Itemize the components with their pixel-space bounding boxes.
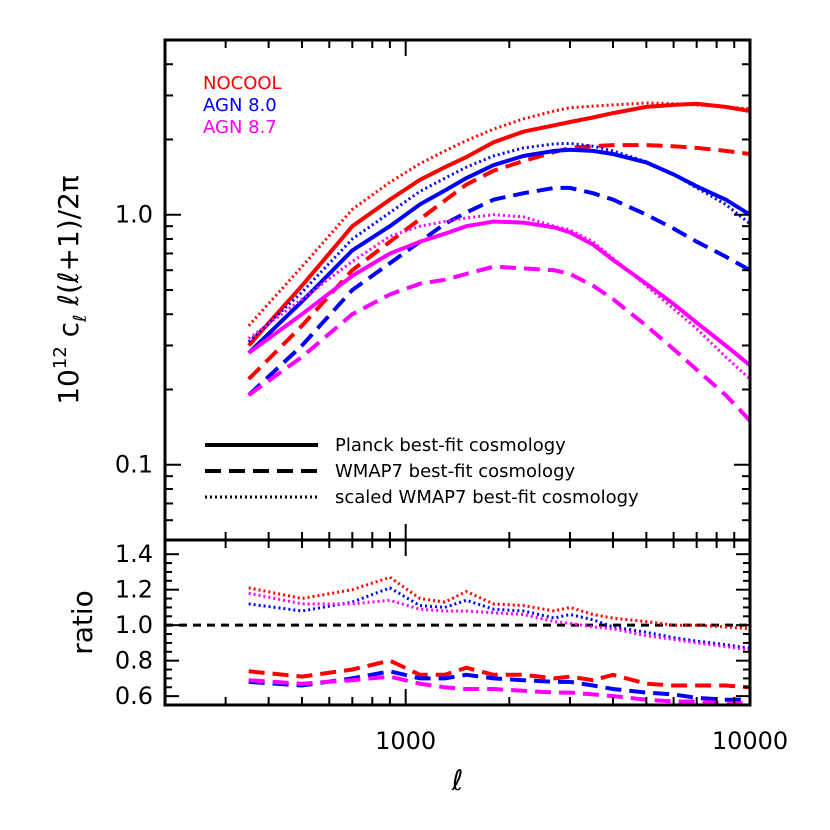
x-axis-title: ℓ [451,764,464,797]
model-legend-nocool: NOCOOL [203,73,282,94]
series-agn-8-7-dashed [247,264,750,423]
style-legend-label-dashed: WMAP7 best-fit cosmology [335,461,575,482]
axes [163,38,752,707]
ratio-agn-8-0-dashed [248,669,750,702]
top-panel-lines [247,101,750,423]
series-agn-8-0-dotted [247,141,750,343]
bottom-panel-frame [163,538,752,707]
bottom-y-axis-title: ratio [66,590,99,655]
x-tick-label: 1000 [375,727,436,755]
ratio-nocool-dotted [248,575,750,631]
series-agn-8-7-solid [247,219,750,367]
ratio-nocool-dashed [248,658,750,690]
ratio-agn-8-7-dotted [248,591,750,652]
x-tick-label: 10000 [712,727,788,755]
style-legend-label-solid: Planck best-fit cosmology [335,435,566,456]
ratio-agn-8-7-dashed [248,674,750,705]
series-nocool-dashed [247,143,750,381]
top-y-tick-label: 0.1 [115,451,153,479]
bottom-y-tick-label: 1.2 [115,576,153,604]
bottom-panel-lines [165,575,750,705]
bottom-y-tick-label: 1.0 [115,611,153,639]
series-agn-8-0-dashed [247,185,750,397]
series-agn-8-7-dotted [247,213,750,381]
top-y-tick-label: 1.0 [115,201,153,229]
model-legend-agn-8-7: AGN 8.7 [203,117,277,138]
top-y-axis-title: 1012 cℓ ℓ(ℓ+1)/2π [50,175,91,405]
style-legend-label-dotted: scaled WMAP7 best-fit cosmology [335,487,639,508]
ratio-agn-8-0-dotted [248,586,750,650]
bottom-y-tick-label: 0.6 [115,682,153,710]
model-legend-agn-8-0: AGN 8.0 [203,95,277,116]
bottom-y-tick-label: 1.4 [115,540,153,568]
bottom-y-tick-label: 0.8 [115,647,153,675]
labels: 0.1 1.0 0.6 0.8 1.0 1.2 1.4 1000 10000 ℓ ratio 1012… [50,73,788,797]
series-nocool-dotted [247,101,750,327]
